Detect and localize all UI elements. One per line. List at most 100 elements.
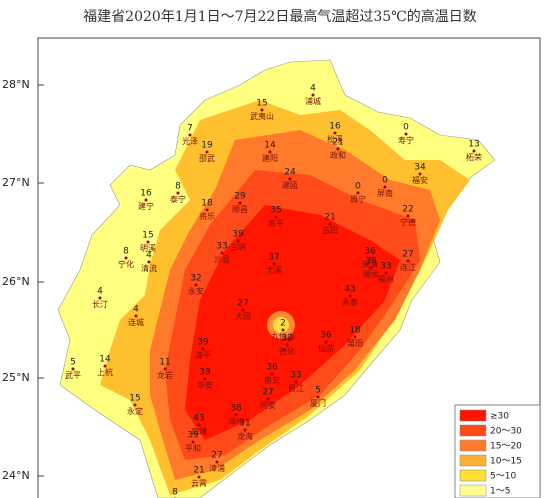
station-name: 松溪 [327,134,343,144]
station-dot [285,343,289,347]
station-value: 31 [239,419,250,429]
station-dot [336,147,340,151]
station-dot [71,367,75,371]
station-dot [356,191,360,195]
station-value: 24 [284,168,296,178]
station-name: 寿宁 [398,135,414,145]
station-name: 福州 [378,275,394,284]
station-value: 43 [193,414,204,424]
station-value: 8 [172,488,178,498]
station-value: 21 [324,213,335,223]
station-value: 0 [382,176,388,186]
station-name: 九仙山 [271,331,295,341]
station-name: 将乐 [199,211,215,221]
station-dot [316,395,320,399]
station-name: 漳浦 [209,463,225,473]
station-value: 14 [264,141,276,151]
station-dot [348,294,352,298]
station-dot [133,403,137,407]
station-name: 闽清 [362,259,378,269]
station-dot [188,133,192,137]
station-name: 浦城 [305,96,321,106]
station-value: 18 [201,199,213,209]
station-dot [201,347,205,351]
station-name: 泰宁 [170,194,186,204]
station-dot [236,239,240,243]
station-value: 13 [468,140,479,150]
station-value: 22 [402,205,413,215]
station-value: 43 [344,285,355,295]
station-name: 宁化 [118,259,134,269]
station-dot [260,108,264,112]
station-value: 0 [355,182,361,192]
station-name: 永泰 [342,297,358,307]
station-value: 38 [365,257,377,267]
station-dot [472,149,476,153]
station-name: 云霄 [191,479,207,488]
station-dot [266,397,270,401]
station-value: 27 [237,299,248,309]
station-name: 莆田 [347,338,363,348]
station-name: 上杭 [97,367,113,377]
station-value: 36 [320,331,332,341]
station-name: 建瓯 [282,180,298,190]
station-value: 5 [315,386,321,396]
station-value: 33 [290,371,301,381]
station-name: 龙岩 [157,370,173,380]
station-value: 5 [70,358,76,368]
station-value: 35 [270,206,281,216]
station-dot [220,251,224,255]
station-value: 15 [256,99,267,109]
station-dot [103,364,107,368]
station-value: 38 [230,404,242,414]
station-dot [368,256,372,260]
station-value: 32 [190,274,201,284]
station-name: 厦门 [310,398,326,408]
station-value: 7 [187,124,193,134]
station-name: 南平 [268,218,284,228]
station-name: 南安 [264,375,280,385]
station-name: 永定 [127,406,143,416]
station-name: 政和 [330,150,346,160]
station-value: 21 [332,138,343,148]
station-name: 漳州 [228,416,244,426]
station-dot [288,177,292,181]
station-dot [147,260,151,264]
station-name: 建阳 [262,153,278,163]
legend-label: 5～10 [490,472,516,482]
station-value: 39 [232,230,244,240]
latitude-label: 26°N [2,275,30,288]
station-dot [324,340,328,344]
legend-swatch [459,469,487,482]
station-name: 宁德 [400,217,416,227]
legend-label: 20～30 [490,427,522,437]
station-value: 18 [349,326,361,336]
latitude-label: 24°N [2,469,30,482]
station-dot [272,262,276,266]
latitude-label: 27°N [2,176,30,189]
station-name: 晋江 [288,384,304,393]
station-dot [418,172,422,176]
station-value: 0 [403,123,409,133]
legend-label: 15～20 [490,442,522,452]
station-value: 36 [364,247,376,257]
station-name: 顺昌 [232,205,248,214]
legend-swatch [459,409,487,422]
station-name: 邵武 [199,153,215,163]
station-dot [238,201,242,205]
station-dot [215,460,219,464]
station-name: 德化 [279,346,295,356]
station-name: 尤溪 [266,265,282,275]
station-dot [281,328,285,332]
station-value: 16 [329,122,341,132]
station-name: 武夷山 [250,111,274,121]
station-value: 27 [262,388,273,398]
station-value: 4 [97,287,103,297]
station-value: 34 [414,163,426,173]
station-dot [98,296,102,300]
station-dot [406,214,410,218]
station-value: 36 [266,363,278,373]
station-name: 明溪 [140,243,156,253]
station-name: 同安 [260,400,276,410]
